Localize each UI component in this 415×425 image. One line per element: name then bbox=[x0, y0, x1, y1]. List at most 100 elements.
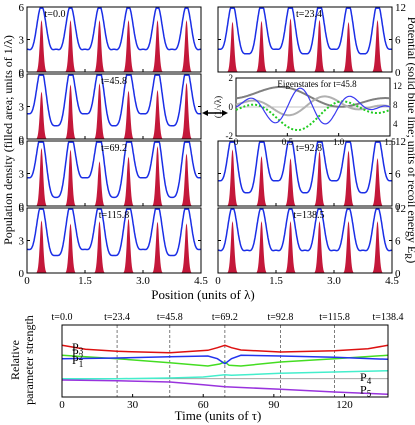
time-marker-label: t=45.8 bbox=[157, 312, 183, 323]
panel-time-label: t=45.8 bbox=[101, 76, 127, 87]
x-tick-label: 0 bbox=[24, 275, 30, 287]
inset-right-tick-label: 8 bbox=[393, 100, 398, 110]
lower-y-axis-label-line2: parameter strength bbox=[22, 315, 36, 405]
x-tick-label: 0 bbox=[215, 275, 221, 287]
panel-5: 0 6 12 t=92.8 bbox=[217, 136, 406, 213]
x-tick-label: 3.0 bbox=[136, 275, 150, 287]
potential-line bbox=[217, 7, 393, 55]
series-label-1: P1 bbox=[72, 353, 83, 369]
series-label-4: P4 bbox=[360, 370, 372, 386]
series-label-subscript: 1 bbox=[79, 359, 84, 369]
series-label-subscript: 3 bbox=[79, 346, 84, 356]
left-y-tick-label: 0 bbox=[19, 201, 25, 213]
potential-line bbox=[27, 141, 201, 199]
panel-time-label: t=138.5 bbox=[294, 210, 325, 221]
series-label-subscript: 5 bbox=[367, 388, 372, 398]
right-y-tick-label: 6 bbox=[395, 169, 401, 181]
series-line-3 bbox=[61, 344, 389, 354]
inset-x-tick-label: 1.5 bbox=[384, 137, 396, 147]
x-tick-label: 3.0 bbox=[327, 275, 341, 287]
lower-x-tick-label: 0 bbox=[59, 399, 65, 411]
inset-x-tick-label: 1.0 bbox=[333, 137, 345, 147]
lower-x-axis-label: Time (units of τ) bbox=[175, 408, 262, 423]
inset-right-tick-label: 12 bbox=[393, 81, 402, 91]
right-y-tick-label: 0 bbox=[395, 67, 401, 79]
density-fill bbox=[218, 149, 392, 206]
panel-time-label: t=0.0 bbox=[45, 9, 66, 20]
time-marker-label: t=138.4 bbox=[373, 312, 404, 323]
inset-arrow-head-right bbox=[222, 110, 228, 116]
upper-right-axis-label-sub: R bbox=[403, 253, 413, 259]
panel-time-label: t=115.8 bbox=[99, 210, 130, 221]
inset-y-label: (1/√λ) bbox=[213, 96, 223, 118]
upper-right-axis-label-end: ) bbox=[405, 259, 415, 263]
density-fill bbox=[218, 221, 392, 273]
potential-line bbox=[26, 74, 202, 127]
right-y-tick-label: 12 bbox=[395, 2, 406, 14]
lower-x-tick-label: 120 bbox=[336, 399, 353, 411]
series-line-2 bbox=[61, 354, 389, 367]
potential-line bbox=[218, 208, 392, 252]
potential-line bbox=[27, 208, 201, 257]
left-y-tick-label: 0 bbox=[19, 268, 25, 280]
series-line-1 bbox=[61, 354, 389, 365]
density-fill bbox=[218, 18, 392, 72]
parameter-strength-plot: t=0.0 t=23.4 t=45.8 t=69.2 t=92.8 t=115.8 t=13… bbox=[52, 312, 404, 411]
inset-title: Eigenstates for t=45.8 bbox=[277, 79, 357, 89]
inset-y-tick-label: -2 bbox=[226, 131, 234, 141]
upper-panels: 036t=0.00612t=23.4036t=45.8036t=69.20612… bbox=[19, 2, 407, 287]
upper-right-axis-label: Potential (solid blue line; units of rec… bbox=[403, 17, 415, 263]
time-marker-label: t=92.8 bbox=[267, 312, 293, 323]
series-label-2: P2 bbox=[72, 346, 83, 362]
series-line-4 bbox=[62, 369, 389, 380]
series-label-subscript: 4 bbox=[367, 376, 372, 386]
time-marker-label: t=23.4 bbox=[104, 312, 130, 323]
panel-time-label: t=92.8 bbox=[296, 143, 322, 154]
eigenstate-line-3 bbox=[235, 87, 391, 125]
inset-x-tick-label: 0.5 bbox=[282, 137, 294, 147]
panel-1: 0 6 12 t=23.4 bbox=[217, 2, 406, 79]
series-label-subscript: 2 bbox=[79, 352, 84, 362]
lower-x-tick-label: 90 bbox=[268, 399, 280, 411]
left-y-tick-label: 6 bbox=[19, 2, 25, 14]
eigenstate-line-2 bbox=[235, 100, 391, 132]
eigenstate-line-0 bbox=[235, 86, 391, 108]
time-marker-label: t=115.8 bbox=[319, 312, 350, 323]
inset-x-tick-label: 0 bbox=[234, 137, 239, 147]
left-y-tick-label: 0 bbox=[19, 67, 25, 79]
x-tick-label: 4.5 bbox=[194, 275, 208, 287]
left-y-tick-label: 3 bbox=[19, 102, 25, 114]
left-y-tick-label: 6 bbox=[19, 136, 25, 148]
inset-right-tick-label: 4 bbox=[393, 119, 398, 129]
right-y-tick-label: 0 bbox=[395, 201, 401, 213]
panel-2: 0 3 6 t=45.8 bbox=[19, 69, 202, 146]
left-y-tick-label: 3 bbox=[19, 35, 25, 47]
x-tick-label: 1.5 bbox=[78, 275, 92, 287]
x-tick-label: 4.5 bbox=[385, 275, 399, 287]
right-y-tick-label: 0 bbox=[395, 268, 401, 280]
right-y-tick-label: 12 bbox=[395, 136, 406, 148]
panel-4: 0 3 6 t=69.2 bbox=[19, 136, 202, 213]
left-y-tick-label: 6 bbox=[19, 69, 25, 81]
panel-time-label: t=23.4 bbox=[296, 9, 322, 20]
panel-time-label: t=69.2 bbox=[101, 143, 127, 154]
density-fill bbox=[27, 82, 201, 139]
x-tick-label: 1.5 bbox=[269, 275, 283, 287]
time-marker-label: t=69.2 bbox=[212, 312, 238, 323]
inset-y-tick-label: 2 bbox=[229, 73, 234, 83]
potential-line bbox=[218, 141, 392, 194]
series-label-3: P3 bbox=[72, 340, 84, 356]
eigenstates-inset: Eigenstates for t=45.8(1/√λ)20-20 0.5 1.0 1… bbox=[202, 73, 402, 147]
density-fill bbox=[27, 218, 201, 273]
inset-arrow-head-left bbox=[202, 110, 208, 116]
left-y-tick-label: 0 bbox=[19, 134, 25, 146]
left-y-tick-label: 6 bbox=[19, 203, 25, 215]
right-y-tick-label: 6 bbox=[395, 236, 401, 248]
series-line-5 bbox=[61, 379, 389, 396]
density-fill bbox=[27, 20, 201, 72]
lower-x-tick-label: 60 bbox=[198, 399, 210, 411]
upper-x-axis-label: Position (units of λ) bbox=[151, 287, 254, 302]
